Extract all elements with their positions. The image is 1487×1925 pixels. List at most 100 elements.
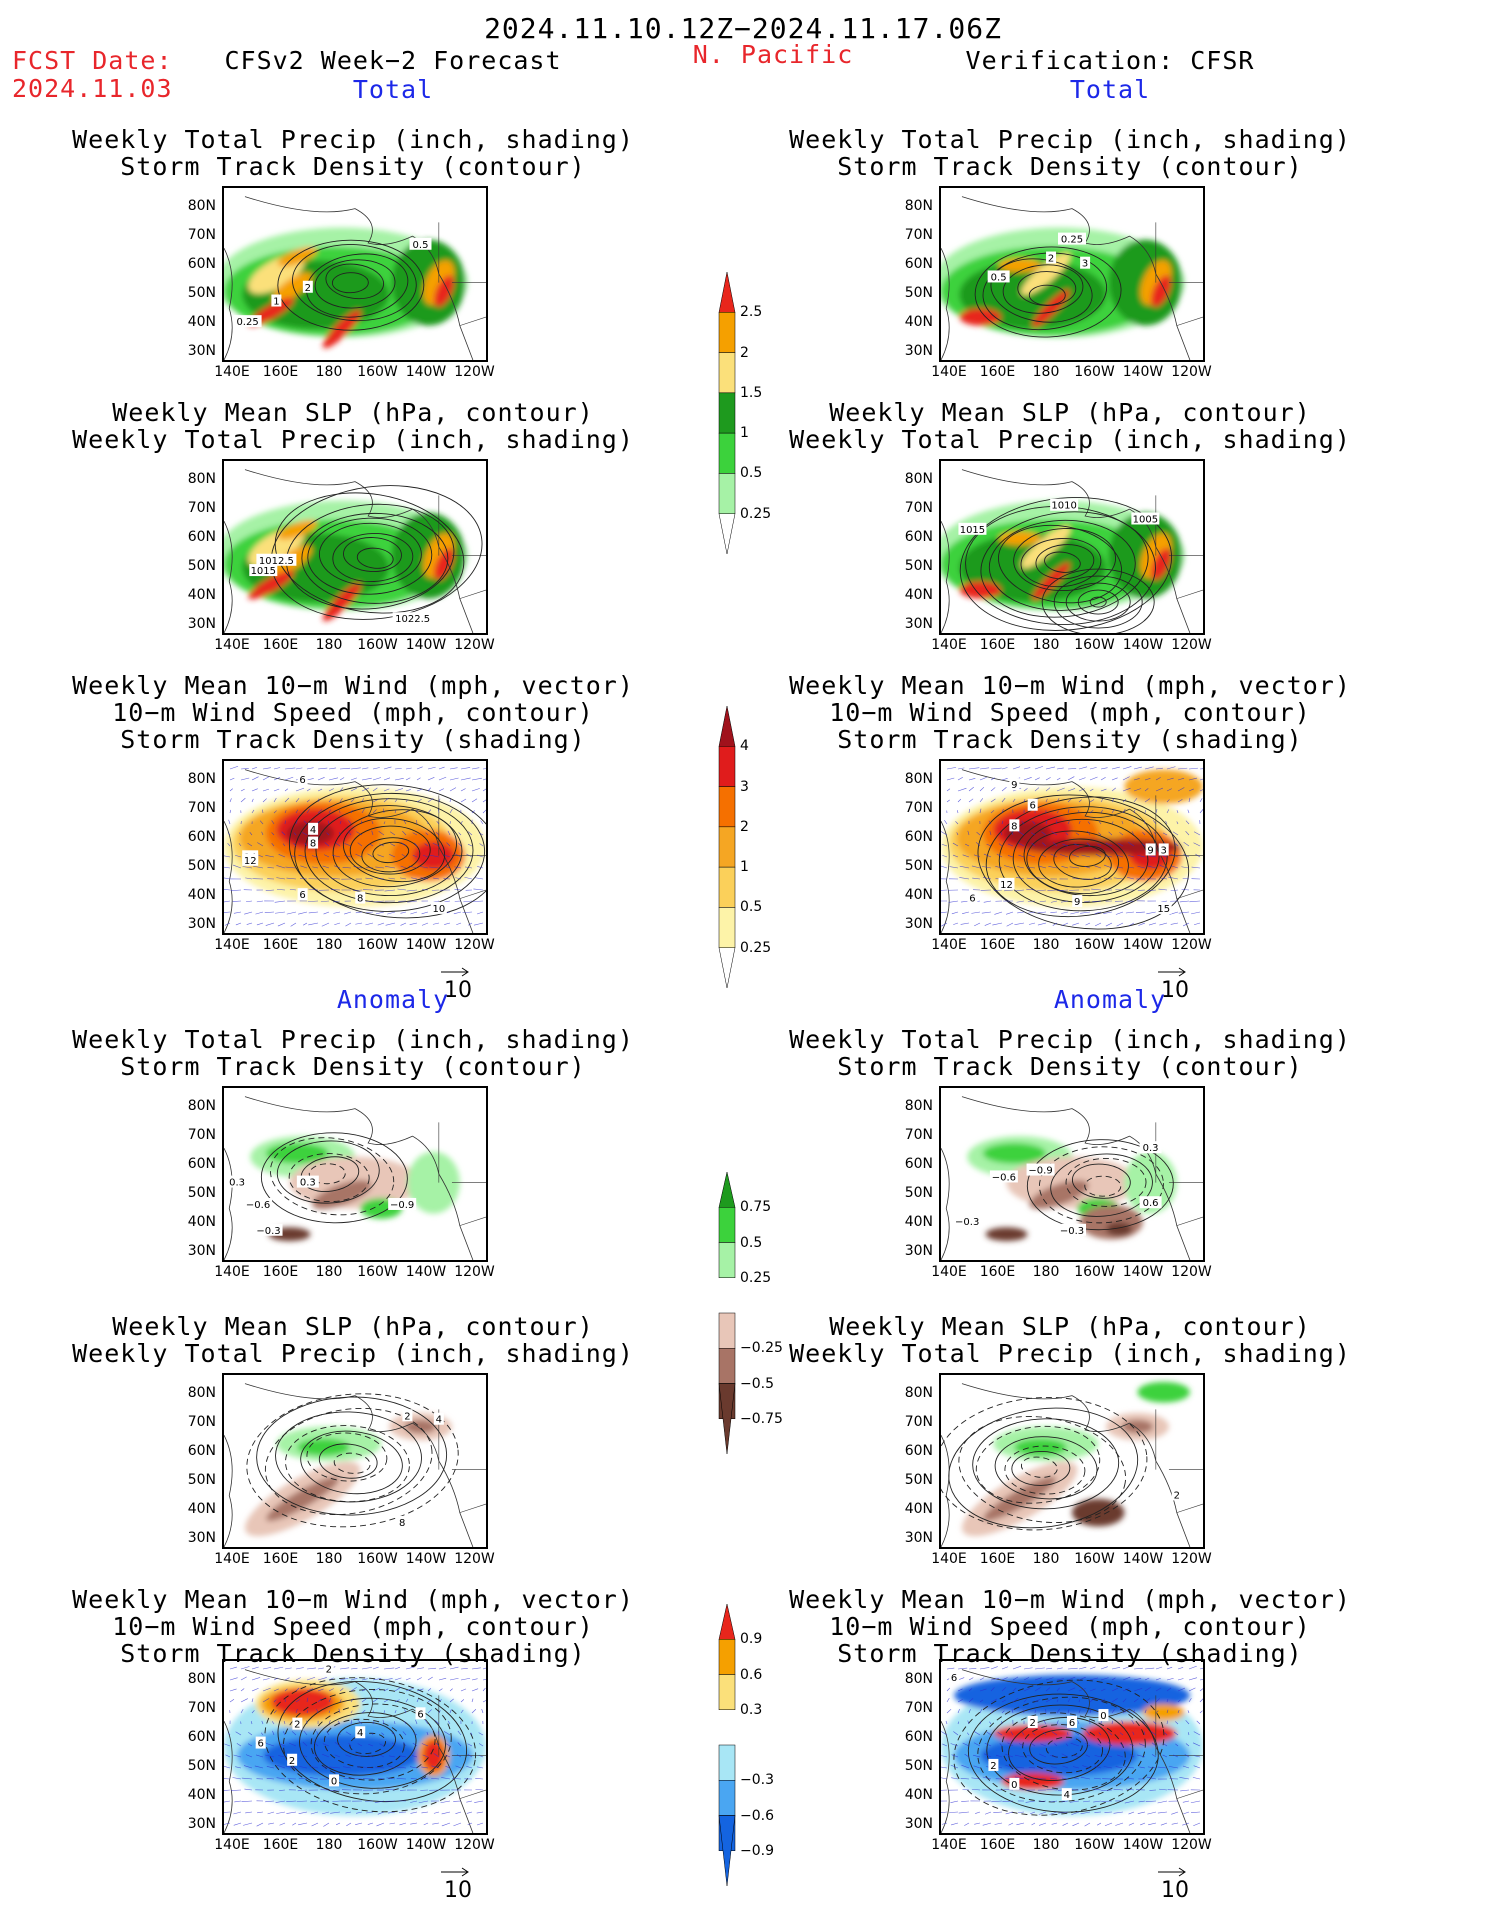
wind-vector <box>471 1698 474 1703</box>
wind-vector <box>265 1743 275 1747</box>
lat-tick-label: 50N <box>187 1185 216 1201</box>
wind-vector <box>452 1778 462 1780</box>
panel-title-line: Storm Track Density (shading) <box>120 1639 586 1668</box>
panel-title-line: Weekly Mean SLP (hPa, contour) <box>112 1312 594 1341</box>
left-column-title: CFSv2 Week−2 Forecast <box>224 46 562 75</box>
lon-tick-label: 140E <box>931 1264 967 1280</box>
wind-vector <box>945 1720 948 1725</box>
wind-vector <box>438 1688 443 1692</box>
contour-line <box>304 798 474 904</box>
contour-label-bg <box>323 1662 334 1675</box>
wind-vector <box>233 911 242 914</box>
wind-vector <box>357 1719 363 1725</box>
wind-vector <box>1168 1766 1179 1769</box>
wind-vector <box>454 853 462 858</box>
wind-vector <box>303 1730 308 1736</box>
lon-tick-label: 160E <box>262 1551 299 1567</box>
wind-vector <box>1092 900 1102 902</box>
wind-vector <box>244 1788 253 1791</box>
wind-vector <box>1111 809 1115 814</box>
wind-vector <box>995 1754 1003 1758</box>
wind-vector <box>256 1822 264 1827</box>
contour-label-bg <box>1027 798 1038 811</box>
wind-vector <box>1001 797 1006 803</box>
wind-vector <box>1116 922 1124 927</box>
wind-vector <box>383 1688 389 1692</box>
contour-label-bg <box>433 1412 444 1425</box>
wind-vector <box>444 854 451 858</box>
coastline <box>224 769 486 933</box>
contour-label-bg <box>254 1223 283 1236</box>
wind-vector <box>383 1710 386 1714</box>
wind-vector <box>1038 1766 1047 1769</box>
wind-vector <box>1028 1766 1036 1769</box>
contour-line <box>1065 582 1131 622</box>
wind-vector <box>1142 831 1146 836</box>
wind-vector <box>965 843 970 847</box>
wind-vector <box>979 767 990 770</box>
wind-vector <box>232 900 242 902</box>
wind-vector <box>262 1698 270 1703</box>
lat-tick-label: 40N <box>187 887 216 903</box>
contour-line <box>1022 1724 1104 1774</box>
contour-label: 4 <box>436 1415 442 1426</box>
wind-vector <box>1050 900 1058 903</box>
wind-vector <box>471 1678 478 1681</box>
wind-vector <box>1045 1677 1054 1681</box>
wind-vector <box>1193 831 1201 836</box>
wind-vector <box>1045 766 1056 770</box>
lon-tick-label: 140W <box>1122 1264 1164 1280</box>
wind-vector <box>981 866 992 869</box>
lon-tick-label: 160E <box>262 1837 299 1853</box>
wind-vector <box>373 900 385 903</box>
lon-tick-label: 160E <box>979 1551 1016 1567</box>
wind-vector <box>313 1754 319 1758</box>
wind-vector <box>962 1742 970 1747</box>
wind-vector <box>273 797 277 803</box>
wind-vector <box>1082 1765 1091 1769</box>
shading-region <box>1082 1721 1177 1746</box>
colorbar-label: −0.3 <box>740 1772 774 1789</box>
wind-vector <box>1105 855 1113 858</box>
wind-vector <box>1067 788 1076 792</box>
wind-vector <box>1166 1709 1169 1714</box>
wind-vector <box>986 843 992 847</box>
contour-label-bg <box>296 1175 319 1188</box>
wind-vector <box>1061 865 1069 869</box>
colorbar-segment <box>718 1674 736 1710</box>
wind-vector <box>979 1688 987 1692</box>
wind-vector <box>279 1789 286 1791</box>
wind-vector <box>224 1743 231 1747</box>
wind-vector <box>989 830 992 836</box>
panel-title: Weekly Mean 10−m Wind (mph, vector) 10−m … <box>72 672 634 753</box>
wind-vector <box>295 1667 304 1670</box>
wind-vector <box>1193 842 1201 847</box>
contour-line <box>306 253 409 318</box>
wind-vector <box>331 878 341 880</box>
wind-vector <box>979 1677 985 1681</box>
lon-tick-label: 160W <box>1074 364 1115 380</box>
contour-line <box>972 1418 1120 1510</box>
colorbar-label: 0.6 <box>740 1666 763 1683</box>
contour-label: 4 <box>1064 1790 1070 1801</box>
wind-vector <box>979 1667 990 1670</box>
wind-vector <box>941 889 948 891</box>
wind-vector <box>1103 864 1113 869</box>
wind-vector <box>1006 911 1014 915</box>
shading-region <box>1150 275 1172 308</box>
wind-vector <box>330 1811 341 1814</box>
wind-vector <box>389 1822 396 1825</box>
wind-vector <box>1150 1731 1157 1736</box>
contour-label: −0.3 <box>1060 1226 1084 1237</box>
contour-label: 8 <box>310 839 316 850</box>
wind-vector <box>251 809 255 814</box>
panel-title: Weekly Mean SLP (hPa, contour) Weekly Tot… <box>789 399 1351 453</box>
wind-vector <box>482 799 486 803</box>
contour-line <box>372 841 410 864</box>
wind-vector <box>394 777 404 781</box>
wind-vector <box>478 1754 484 1758</box>
wind-vector <box>265 1754 275 1758</box>
wind-vector <box>243 1822 253 1826</box>
wind-vector <box>433 1811 440 1814</box>
